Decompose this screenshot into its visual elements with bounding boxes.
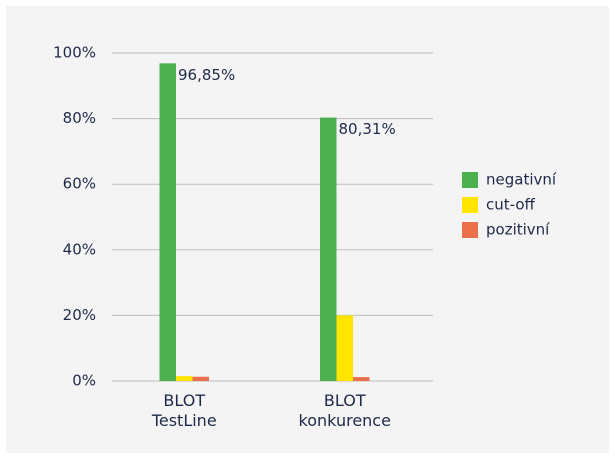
legend-swatch (462, 172, 478, 188)
value-label: 80,31% (339, 120, 396, 138)
bar (176, 376, 193, 381)
bar (320, 117, 337, 382)
bar (159, 63, 176, 381)
y-tick-label: 80% (63, 109, 96, 127)
y-tick-label: 40% (63, 240, 96, 258)
bar (353, 377, 370, 381)
legend-label: negativní (486, 171, 557, 189)
x-tick-label: BLOT TestLine (151, 391, 217, 430)
bar (192, 376, 209, 381)
y-tick-label: 100% (53, 44, 96, 62)
y-tick-label: 20% (63, 306, 96, 324)
background (6, 6, 609, 453)
legend-label: cut-off (486, 196, 536, 214)
legend-swatch (462, 197, 478, 213)
value-label: 96,85% (178, 66, 235, 84)
legend-label: pozitivní (486, 221, 550, 239)
x-tick-label: BLOT konkurence (298, 391, 391, 430)
legend-swatch (462, 222, 478, 238)
bar (336, 315, 353, 381)
y-tick-label: 60% (63, 175, 96, 193)
y-tick-label: 0% (72, 372, 96, 390)
